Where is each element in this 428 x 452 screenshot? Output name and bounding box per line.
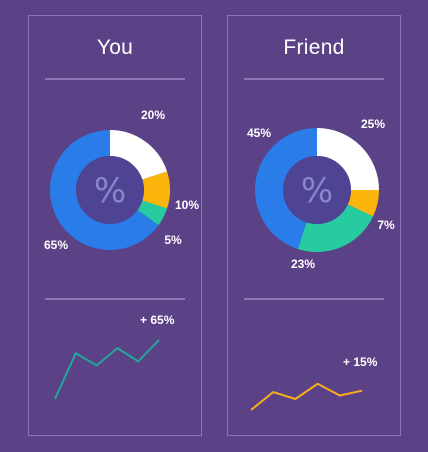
donut-center [76, 156, 144, 224]
trend-line [250, 382, 363, 411]
slice-label: 7% [377, 218, 395, 232]
section-divider [45, 298, 185, 300]
donut-slice [255, 128, 318, 249]
slice-label: 23% [291, 257, 315, 271]
slice-label: 65% [44, 238, 68, 252]
trend-label: + 65% [140, 313, 175, 327]
title-divider [244, 78, 384, 80]
you-card: You 20% 10% 5% 65%% + 65% [28, 15, 202, 436]
trend-label: + 15% [343, 355, 378, 369]
donut-slice [50, 130, 159, 250]
slice-label: 10% [175, 198, 199, 212]
trend-line [54, 339, 160, 400]
slice-label: 5% [164, 233, 182, 247]
percent-icon: % [94, 171, 126, 211]
percent-icon: % [301, 171, 333, 211]
donut-slice [297, 203, 374, 252]
card-title: You [96, 36, 134, 59]
you-chart-svg: 20% 10% 5% 65%% + 65% [44, 108, 199, 400]
donut-slice [137, 200, 168, 226]
donut-slice [142, 171, 170, 209]
title-divider [45, 78, 185, 80]
friend-chart-svg: 25% 7% 23% 45%% + 15% [247, 117, 395, 411]
donut-center [283, 156, 351, 224]
slice-label: 20% [141, 108, 165, 122]
donut-slice [347, 189, 379, 217]
slice-label: 25% [361, 117, 385, 131]
slice-label: 45% [247, 126, 271, 140]
donut-slice [316, 128, 379, 191]
card-title: Friend [283, 36, 345, 59]
friend-card: Friend 25% 7% 23% 45%% + 15% [227, 15, 401, 436]
donut-slice [109, 130, 168, 181]
section-divider [244, 298, 384, 300]
